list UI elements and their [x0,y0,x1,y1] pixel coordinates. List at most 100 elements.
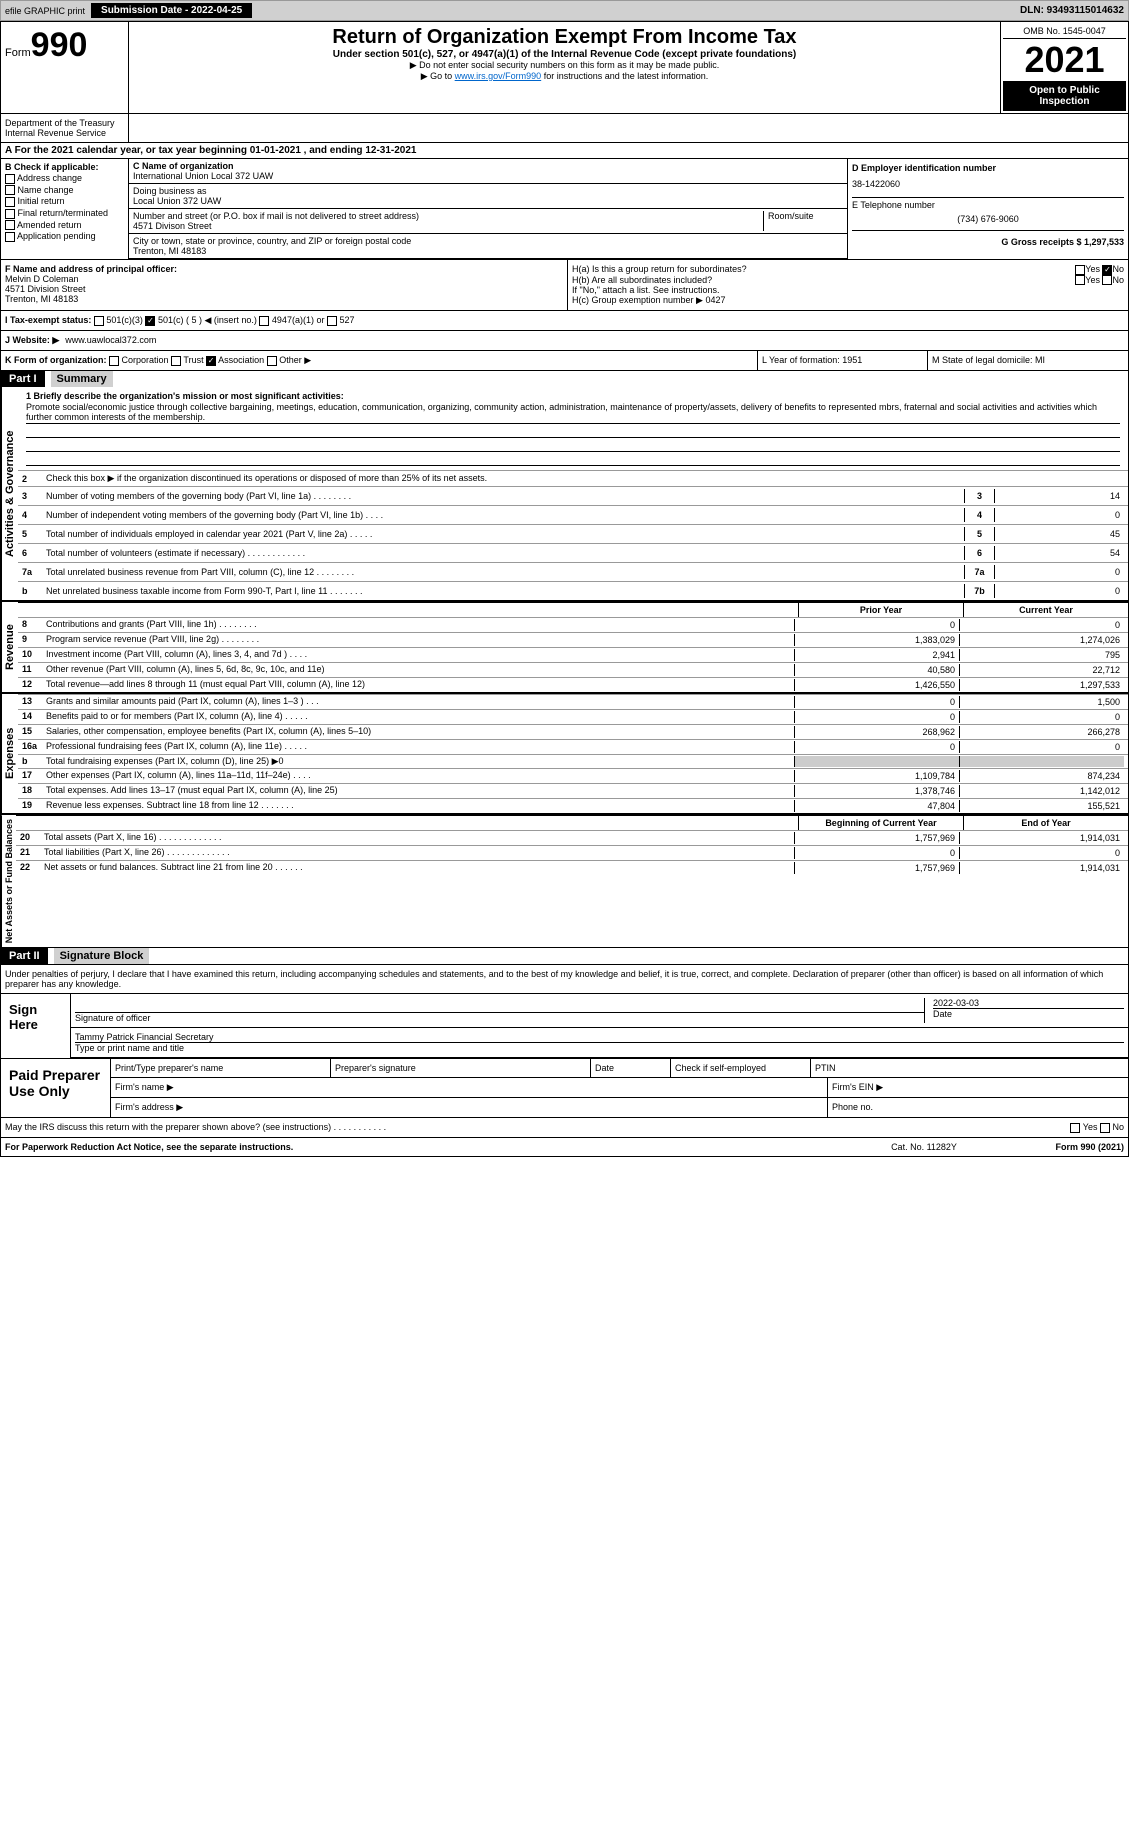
corp-label: Corporation [122,355,169,365]
irs-no: No [1112,1122,1124,1132]
e-label: E Telephone number [852,200,1124,210]
line-num: 20 [20,832,44,844]
firm-addr-label: Firm's address ▶ [111,1098,828,1117]
section-i: I Tax-exempt status: 501(c)(3) ✓ 501(c) … [5,315,1124,326]
curr-val: 266,278 [959,726,1124,738]
hb-yes: Yes [1085,275,1100,285]
room-label: Room/suite [763,211,843,231]
final-return-checkbox[interactable] [5,209,15,219]
other-checkbox[interactable] [267,356,277,366]
trust-checkbox[interactable] [171,356,181,366]
hb-no-checkbox[interactable] [1102,275,1112,285]
b-label: B Check if applicable: [5,162,124,172]
dba-label: Doing business as [133,186,843,196]
line-box: 5 [964,527,994,541]
initial-return-label: Initial return [18,196,65,206]
line-text: Total fundraising expenses (Part IX, col… [46,756,794,767]
irs-link[interactable]: www.irs.gov/Form990 [455,71,542,81]
c-name-label: C Name of organization [133,161,843,171]
prior-val: 268,962 [794,726,959,738]
initial-return-checkbox[interactable] [5,197,15,207]
amended-checkbox[interactable] [5,220,15,230]
date-label: Date [933,1008,1124,1019]
501c3-checkbox[interactable] [94,316,104,326]
line-num: 3 [22,491,46,501]
line-text: Grants and similar amounts paid (Part IX… [46,696,794,708]
addr-change-label: Address change [17,173,82,183]
line-num: b [22,756,46,767]
line-val: 0 [994,508,1124,522]
501c-checkbox[interactable]: ✓ [145,316,155,326]
hb-yes-checkbox[interactable] [1075,275,1085,285]
curr-val: 0 [959,741,1124,753]
hb-no: No [1112,275,1124,285]
form-number-cell: Form990 [1,22,129,113]
501c-label: 501(c) ( 5 ) ◀ (insert no.) [158,315,257,325]
ptin-label: PTIN [811,1059,1128,1077]
irs-yes-checkbox[interactable] [1070,1123,1080,1133]
prior-val: 0 [794,711,959,723]
may-irs-discuss: May the IRS discuss this return with the… [5,1122,1070,1133]
line-box: 7b [964,584,994,598]
line2-text: Check this box ▶ if the organization dis… [46,473,1124,484]
ha-yes-checkbox[interactable] [1075,265,1085,275]
4947-checkbox[interactable] [259,316,269,326]
line-text: Number of voting members of the governin… [46,491,964,501]
line-num: 17 [22,770,46,782]
prior-val: 1,378,746 [794,785,959,797]
curr-val: 0 [959,619,1124,631]
addr-change-checkbox[interactable] [5,174,15,184]
line-text: Revenue less expenses. Subtract line 18 … [46,800,794,812]
line-box: 4 [964,508,994,522]
hb-note: If "No," attach a list. See instructions… [572,285,1124,295]
paperwork-notice: For Paperwork Reduction Act Notice, see … [5,1142,864,1152]
dept-treasury: Department of the Treasury [5,118,124,128]
curr-val: 1,914,031 [959,862,1124,874]
ha-no-checkbox[interactable]: ✓ [1102,265,1112,275]
main-title: Return of Organization Exempt From Incom… [133,26,996,49]
line-text: Salaries, other compensation, employee b… [46,726,794,738]
other-label: Other ▶ [279,355,311,365]
line-num: 18 [22,785,46,797]
line-val: 14 [994,489,1124,503]
prior-year-hdr: Prior Year [798,603,963,617]
line-val: 0 [994,584,1124,598]
cat-no: Cat. No. 11282Y [864,1142,984,1152]
self-employed-label: Check if self-employed [675,1063,766,1073]
form-990: 990 [31,26,88,64]
line-text: Program service revenue (Part VIII, line… [46,634,794,646]
line-text: Professional fundraising fees (Part IX, … [46,741,794,753]
corp-checkbox[interactable] [109,356,119,366]
line-text: Contributions and grants (Part VIII, lin… [46,619,794,631]
prior-val: 0 [794,741,959,753]
curr-val: 1,297,533 [959,679,1124,691]
goto-suffix: for instructions and the latest informat… [541,71,708,81]
line-text: Total expenses. Add lines 13–17 (must eq… [46,785,794,797]
app-pending-checkbox[interactable] [5,232,15,242]
line-num: 7a [22,567,46,577]
org-name: International Union Local 372 UAW [133,171,843,181]
ssn-note: ▶ Do not enter social security numbers o… [133,60,996,71]
addr-label: Number and street (or P.O. box if mail i… [133,211,763,221]
assoc-checkbox[interactable]: ✓ [206,356,216,366]
side-net-assets: Net Assets or Fund Balances [1,815,16,947]
dba-value: Local Union 372 UAW [133,196,843,206]
line-text: Total unrelated business revenue from Pa… [46,567,964,577]
submission-date-button[interactable]: Submission Date - 2022-04-25 [91,3,252,18]
prior-val: 0 [794,696,959,708]
part1-header: Part I [1,371,45,387]
prior-val: 1,757,969 [794,832,959,844]
firm-ein-label: Firm's EIN ▶ [828,1078,1128,1097]
officer-city: Trenton, MI 48183 [5,294,563,304]
irs-no-checkbox[interactable] [1100,1123,1110,1133]
subtitle: Under section 501(c), 527, or 4947(a)(1)… [133,49,996,60]
final-return-label: Final return/terminated [18,208,109,218]
line-num: 11 [22,664,46,676]
prep-date-label: Date [591,1059,671,1077]
f-label: F Name and address of principal officer: [5,264,563,274]
527-checkbox[interactable] [327,316,337,326]
dln-label: DLN: 93493115014632 [1020,5,1124,16]
prior-val: 0 [794,847,959,859]
name-change-checkbox[interactable] [5,185,15,195]
form-footer: Form 990 (2021) [984,1142,1124,1152]
